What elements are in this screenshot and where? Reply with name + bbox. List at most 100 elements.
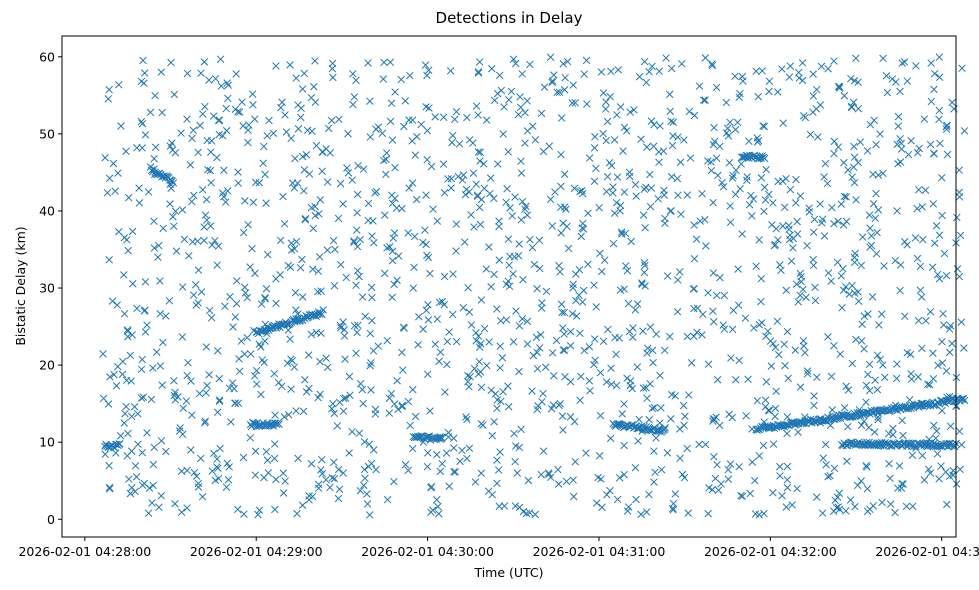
data-point-x-marker (933, 270, 942, 279)
data-point-x-marker (712, 154, 721, 162)
data-point-x-marker (750, 324, 758, 332)
data-point-x-marker (298, 152, 307, 161)
data-point-x-marker (361, 312, 370, 321)
data-point-x-marker (274, 378, 283, 387)
data-point-x-marker (862, 398, 870, 406)
data-point-x-marker (138, 119, 147, 128)
data-point-x-marker (367, 359, 375, 367)
data-point-x-marker (298, 85, 307, 93)
data-point-x-marker (933, 398, 941, 407)
data-point-x-marker (540, 83, 549, 91)
data-point-x-marker (663, 449, 672, 457)
data-point-x-marker (214, 474, 223, 483)
data-point-x-marker (355, 272, 363, 281)
data-point-x-marker (765, 406, 774, 415)
data-point-x-marker (648, 346, 657, 355)
data-point-x-marker (824, 472, 832, 481)
data-point-x-marker (318, 310, 326, 319)
data-point-x-marker (558, 308, 566, 317)
data-point-x-marker (690, 111, 699, 120)
data-point-x-marker (118, 370, 127, 378)
data-point-x-marker (860, 312, 869, 320)
data-point-x-marker (572, 270, 580, 278)
data-point-x-marker (239, 228, 248, 237)
data-point-x-marker (352, 76, 360, 85)
data-point-x-marker (718, 178, 726, 187)
data-point-x-marker (849, 163, 858, 171)
data-point-x-marker (526, 235, 534, 244)
data-point-x-marker (698, 189, 706, 198)
data-point-x-marker (935, 106, 944, 115)
data-point-x-marker (334, 214, 343, 223)
data-point-x-marker (650, 403, 659, 412)
data-point-x-marker (785, 235, 794, 244)
data-point-x-marker (935, 231, 944, 239)
data-point-x-marker (837, 200, 846, 208)
data-point-x-marker (248, 244, 256, 253)
data-point-x-marker (257, 390, 265, 399)
data-point-x-marker (336, 179, 345, 188)
data-point-x-marker (464, 283, 472, 292)
data-point-x-marker (899, 431, 907, 440)
data-point-x-marker (673, 308, 682, 316)
data-point-x-marker (795, 74, 803, 82)
data-point-x-marker (203, 381, 211, 390)
data-point-x-marker (708, 61, 717, 70)
data-point-x-marker (240, 510, 248, 518)
data-point-x-marker (771, 241, 780, 249)
data-point-x-marker (726, 460, 735, 468)
data-point-x-marker (424, 301, 432, 309)
data-point-x-marker (783, 483, 792, 492)
data-point-x-marker (569, 81, 577, 89)
data-point-x-marker (780, 340, 788, 349)
data-point-x-marker (224, 81, 233, 89)
data-point-x-marker (368, 293, 376, 302)
data-point-x-marker (852, 54, 860, 63)
data-point-x-marker (359, 165, 368, 173)
data-point-x-marker (699, 310, 707, 319)
data-point-x-marker (656, 122, 664, 130)
data-point-x-marker (170, 90, 179, 99)
data-point-x-marker (442, 449, 451, 457)
data-point-x-marker (927, 97, 936, 106)
data-point-x-marker (122, 147, 130, 156)
data-point-x-marker (229, 323, 237, 331)
data-point-x-marker (183, 371, 191, 380)
data-point-x-marker (667, 415, 675, 423)
data-point-x-marker (867, 232, 876, 240)
data-point-x-marker (364, 199, 373, 208)
data-point-x-marker (309, 265, 317, 273)
data-point-x-marker (885, 459, 893, 468)
data-point-x-marker (937, 462, 945, 470)
data-point-x-marker (916, 286, 925, 295)
data-point-x-marker (433, 315, 442, 323)
data-point-x-marker (828, 203, 836, 212)
data-point-x-marker (99, 394, 108, 403)
data-point-x-marker (921, 186, 930, 194)
data-point-x-marker (839, 286, 848, 295)
data-point-x-marker (342, 273, 351, 282)
data-point-x-marker (550, 371, 558, 380)
data-point-x-marker (645, 68, 653, 76)
data-point-x-marker (178, 206, 187, 214)
data-point-x-marker (209, 112, 218, 120)
data-point-x-marker (146, 108, 155, 117)
data-point-x-marker (166, 142, 175, 150)
data-point-x-marker (186, 161, 195, 169)
data-point-x-marker (874, 415, 882, 424)
data-point-x-marker (185, 252, 193, 260)
data-point-x-marker (619, 147, 627, 155)
data-point-x-marker (847, 102, 856, 111)
data-point-x-marker (509, 55, 518, 64)
data-point-x-marker (835, 505, 844, 514)
data-point-x-marker (293, 179, 302, 187)
data-point-x-marker (712, 291, 721, 300)
data-point-x-marker (202, 195, 211, 204)
data-point-x-marker (737, 160, 745, 168)
data-point-x-marker (398, 401, 406, 410)
data-point-x-marker (517, 157, 525, 166)
data-point-x-marker (934, 361, 942, 370)
x-tick-label: 2026-02-01 04:32:00 (704, 544, 837, 559)
data-point-x-marker (948, 98, 956, 107)
